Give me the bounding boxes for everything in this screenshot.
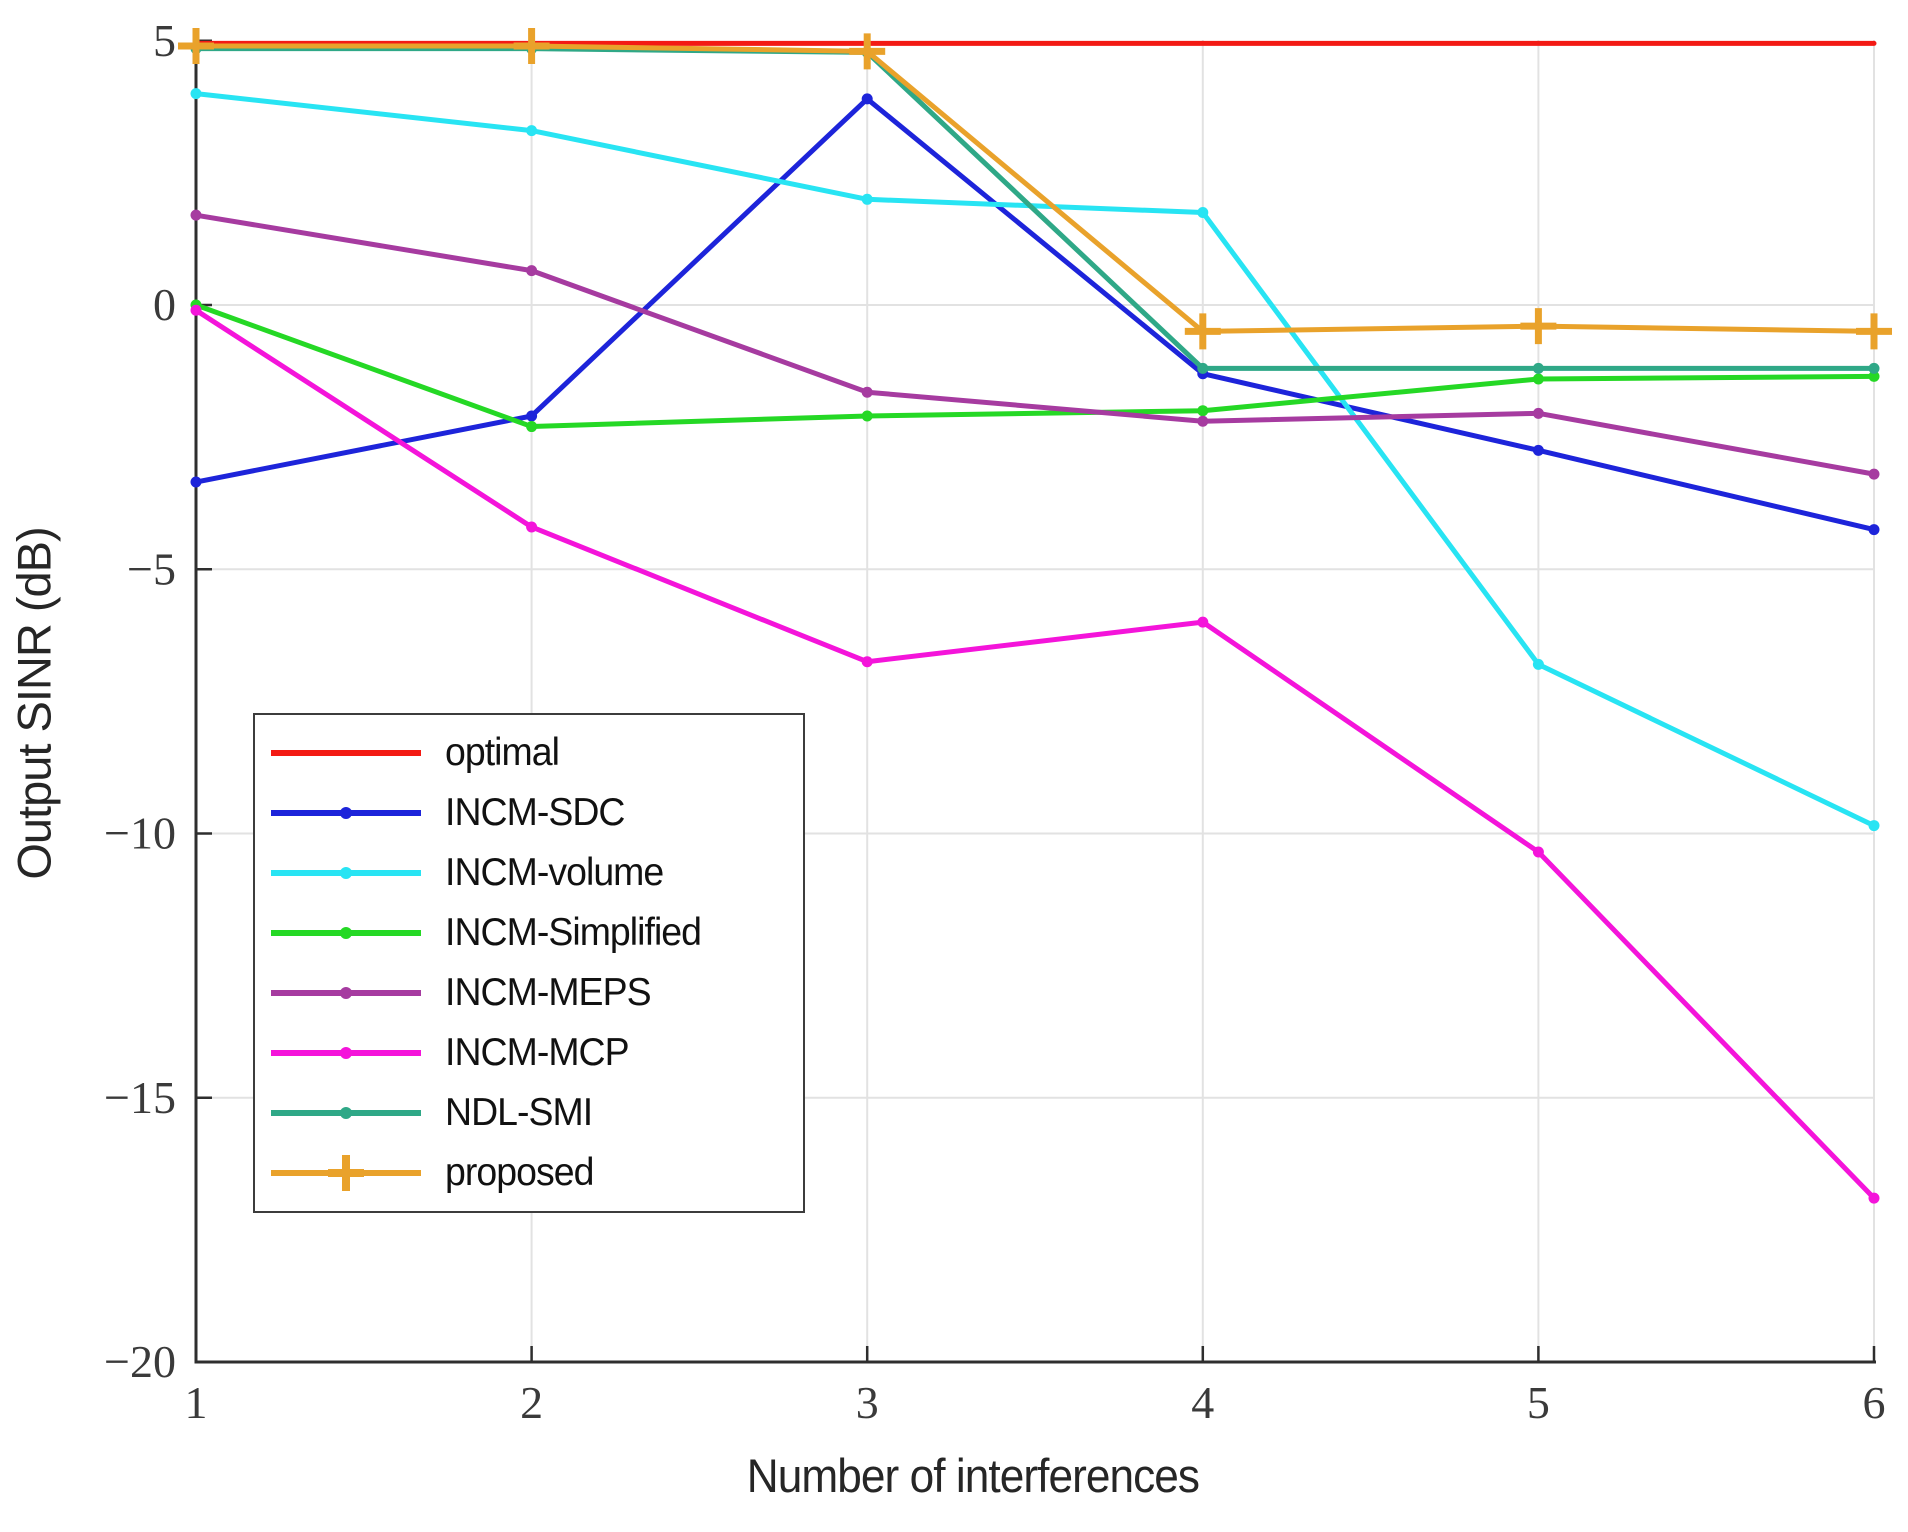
y-tick-label: −20	[104, 1336, 176, 1387]
marker-dot-INCM-Simplified	[861, 410, 873, 422]
legend-item-label: INCM-MCP	[445, 1031, 630, 1074]
y-tick-label: −15	[104, 1072, 176, 1123]
marker-dot-INCM-SDC	[861, 93, 873, 105]
marker-dot-INCM-MCP	[190, 304, 202, 316]
marker-dot-INCM-Simplified	[1868, 370, 1880, 382]
legend-item-INCM-volume: INCM-volume	[255, 845, 803, 901]
marker-dot-NDL-SMI	[1868, 362, 1880, 374]
legend: optimal INCM-SDC INCM-volume INCM-Simplifie…	[253, 713, 805, 1213]
legend-sample-line-icon	[271, 1107, 421, 1119]
marker-dot-INCM-volume	[1532, 658, 1544, 670]
legend-sample-line-icon	[271, 807, 421, 819]
y-tick-label: 5	[153, 15, 176, 66]
marker-dot-INCM-volume	[526, 125, 538, 137]
legend-marker-dot-icon	[340, 1107, 352, 1119]
y-tick-label: 0	[153, 279, 176, 330]
marker-dot-INCM-MCP	[1868, 1192, 1880, 1204]
legend-item-label: NDL-SMI	[445, 1091, 593, 1134]
marker-dot-INCM-Simplified	[526, 421, 538, 433]
legend-sample-line-icon	[271, 1155, 421, 1191]
y-axis-title: Output SINR (dB)	[7, 527, 61, 880]
marker-dot-INCM-MCP	[1532, 846, 1544, 858]
legend-sample-line-icon	[271, 750, 421, 756]
x-tick-label: 5	[1527, 1377, 1550, 1428]
marker-dot-INCM-volume	[1868, 820, 1880, 832]
marker-dot-INCM-SDC	[1532, 444, 1544, 456]
legend-marker-dot-icon	[340, 867, 352, 879]
legend-item-label: INCM-Simplified	[445, 911, 702, 954]
x-tick-label: 6	[1863, 1377, 1886, 1428]
series-line-INCM-volume	[193, 91, 1877, 829]
marker-dot-INCM-MEPS	[190, 209, 202, 221]
legend-item-INCM-Simplified: INCM-Simplified	[255, 905, 803, 961]
legend-item-INCM-MEPS: INCM-MEPS	[255, 965, 803, 1021]
x-tick-label: 4	[1191, 1377, 1214, 1428]
legend-item-INCM-MCP: INCM-MCP	[255, 1025, 803, 1081]
legend-marker-dot-icon	[340, 1047, 352, 1059]
marker-dot-INCM-MEPS	[1197, 415, 1209, 427]
legend-item-label: optimal	[445, 731, 560, 774]
marker-dot-INCM-Simplified	[1197, 405, 1209, 417]
y-tick-label: −10	[104, 808, 176, 859]
legend-item-label: proposed	[445, 1151, 594, 1194]
marker-dot-INCM-MCP	[526, 521, 538, 533]
marker-dot-INCM-SDC	[1868, 524, 1880, 536]
marker-dot-INCM-volume	[861, 193, 873, 205]
legend-item-proposed: proposed	[255, 1145, 803, 1201]
legend-marker-dot-icon	[340, 987, 352, 999]
marker-dot-NDL-SMI	[1197, 362, 1209, 374]
marker-dot-INCM-MEPS	[1868, 468, 1880, 480]
x-tick-label: 3	[856, 1377, 879, 1428]
series-line-INCM-Simplified	[193, 302, 1877, 430]
series-line-INCM-MEPS	[193, 212, 1877, 477]
y-tick-label: −5	[127, 543, 176, 594]
series-line-INCM-MCP	[193, 307, 1877, 1201]
legend-sample-line-icon	[271, 927, 421, 939]
series-line-NDL-SMI	[193, 46, 1877, 371]
marker-dot-INCM-MEPS	[526, 265, 538, 277]
series-line-proposed	[193, 43, 1877, 334]
marker-dot-INCM-volume	[190, 88, 202, 100]
legend-sample-line-icon	[271, 1047, 421, 1059]
marker-dot-INCM-Simplified	[1532, 373, 1544, 385]
legend-item-optimal: optimal	[255, 725, 803, 781]
legend-item-label: INCM-MEPS	[445, 971, 652, 1014]
legend-marker-dot-icon	[340, 807, 352, 819]
legend-sample-line-icon	[271, 867, 421, 879]
marker-dot-INCM-SDC	[190, 476, 202, 488]
marker-dot-INCM-SDC	[526, 410, 538, 422]
series-line-INCM-SDC	[193, 96, 1877, 533]
marker-dot-INCM-MCP	[1197, 616, 1209, 628]
marker-dot-INCM-MEPS	[861, 386, 873, 398]
x-tick-label: 1	[185, 1377, 208, 1428]
legend-marker-dot-icon	[340, 927, 352, 939]
x-axis-title: Number of interferences	[746, 1449, 1200, 1502]
marker-dot-INCM-MEPS	[1532, 407, 1544, 419]
legend-item-NDL-SMI: NDL-SMI	[255, 1085, 803, 1141]
legend-item-label: INCM-volume	[445, 851, 664, 894]
marker-dot-INCM-volume	[1197, 207, 1209, 219]
legend-item-INCM-SDC: INCM-SDC	[255, 785, 803, 841]
marker-dot-NDL-SMI	[1532, 362, 1544, 374]
marker-dot-INCM-MCP	[861, 656, 873, 668]
x-tick-label: 2	[520, 1377, 543, 1428]
legend-sample-line-icon	[271, 987, 421, 999]
legend-item-label: INCM-SDC	[445, 791, 625, 834]
